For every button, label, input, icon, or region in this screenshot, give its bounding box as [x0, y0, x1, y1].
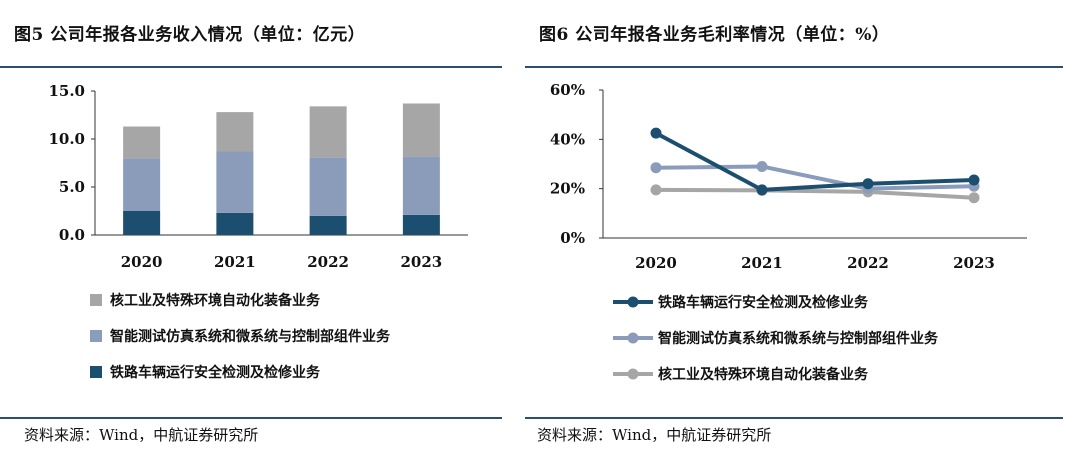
source-note: 资料来源：Wind，中航证券研究所	[537, 426, 772, 444]
source-note: 资料来源：Wind，中航证券研究所	[24, 426, 259, 444]
legend-label: 铁路车辆运行安全检测及检修业务	[110, 364, 321, 381]
x-tick-label: 2023	[953, 254, 995, 272]
x-tick-label: 2022	[307, 253, 349, 271]
x-tick-label: 2021	[214, 253, 256, 271]
bar-segment	[216, 112, 254, 152]
margin-chart-panel: 图6 公司年报各业务毛利率情况（单位：%） 0% 20% 40% 60% 2020 202…	[525, 0, 1080, 453]
legend-marker	[627, 368, 639, 380]
legend-marker	[627, 332, 639, 344]
bar-segment	[216, 151, 254, 213]
y-tick-label: 10.0	[48, 130, 85, 148]
bar-segment	[309, 215, 347, 235]
legend-label: 智能测试仿真系统和微系统与控制部组件业务	[657, 330, 939, 347]
series-line	[655, 131, 975, 192]
top-rule	[525, 66, 1063, 68]
data-point	[968, 174, 980, 186]
legend-label: 智能测试仿真系统和微系统与控制部组件业务	[109, 328, 391, 345]
x-tick-label: 2022	[847, 254, 889, 272]
data-point	[756, 184, 768, 196]
top-rule	[0, 66, 502, 68]
legend-swatch	[90, 330, 102, 342]
y-tick-label: 0%	[560, 229, 585, 247]
bar-segment	[123, 211, 161, 235]
y-tick-label: 0.0	[59, 226, 85, 244]
bottom-rule	[525, 417, 1063, 419]
revenue-chart-panel: 图5 公司年报各业务收入情况（单位：亿元） 0.0 5.0 10.0 15.0 2020…	[0, 0, 510, 453]
bar-segment	[123, 158, 161, 211]
x-tick-label: 2020	[635, 254, 677, 272]
bar-segment	[402, 156, 440, 215]
chart-title: 图5 公司年报各业务收入情况（单位：亿元）	[14, 25, 366, 45]
y-tick-label: 40%	[550, 130, 585, 148]
data-point	[862, 178, 874, 190]
legend-label: 核工业及特殊环境自动化装备业务	[658, 366, 869, 383]
bar-segment	[402, 214, 440, 235]
y-tick-label: 60%	[550, 81, 585, 99]
legend-swatch	[90, 366, 102, 378]
series-line	[655, 187, 975, 200]
chart-title: 图6 公司年报各业务毛利率情况（单位：%）	[539, 25, 890, 45]
x-tick-label: 2020	[121, 253, 163, 271]
data-point	[650, 162, 662, 174]
legend-label: 核工业及特殊环境自动化装备业务	[110, 292, 321, 309]
data-point	[650, 184, 662, 196]
x-tick-label: 2021	[741, 254, 783, 272]
line-chart: 0% 20% 40% 60% 2020 2021 2022 2023 铁路车辆运行安全检测及检修…	[550, 81, 1027, 383]
data-point	[650, 127, 662, 139]
bar-segment	[309, 157, 347, 216]
stacked-bar-chart: 0.0 5.0 10.0 15.0 2020 2021 2022 2023 核工业及特殊环境自动…	[48, 82, 468, 381]
y-tick-label: 20%	[550, 180, 585, 198]
bar-segment	[216, 212, 254, 235]
x-tick-label: 2023	[401, 253, 443, 271]
y-tick-label: 5.0	[59, 178, 85, 196]
legend-marker	[627, 296, 639, 308]
legend-label: 铁路车辆运行安全检测及检修业务	[658, 294, 869, 311]
series-line	[655, 164, 975, 191]
data-point	[968, 192, 980, 204]
legend-swatch	[90, 294, 102, 306]
bar-segment	[402, 103, 440, 157]
bar-segment	[309, 106, 347, 158]
bottom-rule	[0, 417, 502, 419]
bar-segment	[123, 126, 161, 159]
y-tick-label: 15.0	[48, 82, 85, 100]
data-point	[756, 160, 768, 172]
